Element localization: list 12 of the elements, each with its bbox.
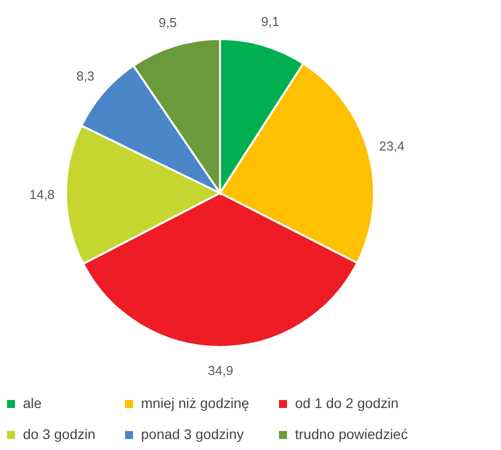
legend-label: trudno powiedzieć: [295, 426, 408, 442]
data-label: 8,3: [76, 68, 94, 84]
data-label: 9,1: [261, 14, 280, 30]
data-label: 9,5: [158, 14, 177, 30]
data-label: 23,4: [379, 138, 404, 154]
data-label: 34,9: [208, 363, 234, 378]
legend-label: ale: [23, 395, 42, 411]
legend-label: mniej niż godzinę: [141, 395, 250, 411]
data-label: 14,8: [29, 187, 55, 202]
legend-label: od 1 do 2 godzin: [295, 395, 399, 411]
legend-label: ponad 3 godziny: [141, 426, 244, 442]
legend-label: do 3 godzin: [23, 426, 96, 442]
